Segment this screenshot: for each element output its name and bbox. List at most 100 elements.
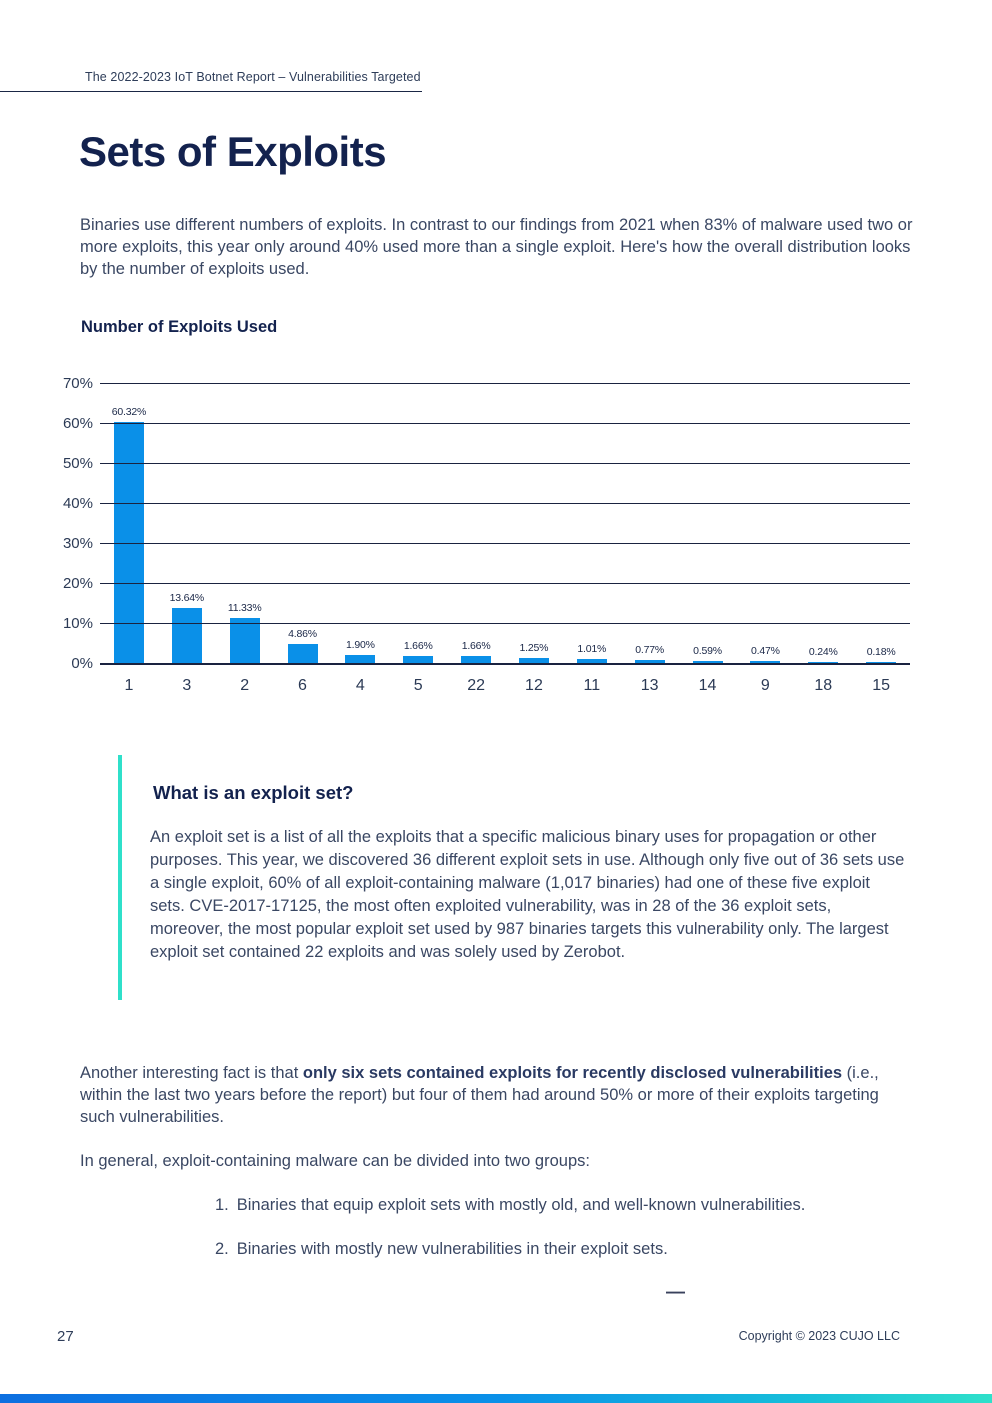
footer-gradient-bar (0, 1394, 992, 1403)
gridline (100, 383, 910, 384)
x-axis-label: 22 (467, 677, 485, 694)
y-axis-tick: 10% (62, 615, 93, 632)
callout-accent-line (118, 755, 122, 1000)
chart-y-axis: 70% 60% 50% 40% 30% 20% 10% 0% (55, 375, 93, 672)
bar-slot: 60.32% 1 (100, 383, 158, 694)
exploits-bar-chart: 70% 60% 50% 40% 30% 20% 10% 0% 60.32% 1 13.64% 3 11… (55, 371, 915, 701)
bar-value-label: 1.66% (403, 640, 433, 653)
breadcrumb: The 2022-2023 IoT Botnet Report – Vulner… (85, 70, 421, 84)
y-axis-tick: 50% (62, 455, 93, 472)
list-item: 1. Binaries that equip exploit sets with… (215, 1196, 895, 1215)
gridline (100, 663, 910, 665)
chart-plot: 60.32% 1 13.64% 3 11.33% 2 4.86% 6 1.90% 4 1.66% 5 1… (100, 383, 910, 694)
bar (171, 608, 202, 663)
bar-slot: 1.66% 22 (447, 383, 505, 694)
x-axis-label: 15 (872, 677, 890, 694)
page-title: Sets of Exploits (79, 128, 387, 175)
bar-value-label: 0.59% (693, 644, 722, 657)
bar (692, 660, 723, 663)
x-axis-label: 3 (182, 677, 192, 694)
gridline (100, 423, 910, 424)
bar-value-label: 0.77% (635, 643, 665, 656)
bar-value-label: 0.24% (808, 646, 838, 659)
x-axis-label: 11 (583, 677, 601, 694)
x-axis-label: 4 (355, 677, 365, 694)
y-axis-tick: 30% (62, 535, 93, 552)
paragraph-text: (i.e., within the last two years before … (80, 1064, 879, 1126)
bar-slot: 1.66% 5 (389, 383, 447, 694)
page-number: 27 (57, 1328, 74, 1345)
gridline (100, 463, 910, 464)
x-axis-label: 9 (760, 677, 770, 694)
x-axis-label: 18 (814, 677, 833, 694)
bar-value-label: 1.66% (461, 640, 491, 653)
y-axis-tick: 20% (62, 575, 93, 592)
header-rule (0, 91, 422, 92)
body-paragraph-2: In general, exploit-containing malware c… (80, 1152, 590, 1170)
bar (576, 658, 607, 663)
bar-value-label: 4.86% (288, 627, 317, 640)
list-item-text: Binaries that equip exploit sets with mo… (236, 1196, 806, 1214)
bar-slot: 0.77% 13 (621, 383, 679, 694)
bar-slot: 1.90% 4 (331, 383, 389, 694)
bar (403, 656, 434, 663)
paragraph-bold-text: only six sets contained exploits for rec… (302, 1064, 843, 1082)
y-axis-tick: 40% (62, 495, 93, 512)
bar-slot: 0.47% 9 (736, 383, 794, 694)
bar-slot: 1.25% 12 (505, 383, 563, 694)
bar (866, 662, 897, 663)
bar-slot: 4.86% 6 (274, 383, 332, 694)
bar (750, 661, 781, 663)
x-axis-label: 5 (413, 677, 423, 694)
gridline (100, 623, 910, 624)
bar-slot: 1.01% 11 (563, 383, 621, 694)
y-axis-tick: 70% (62, 375, 93, 392)
bar-slot: 0.24% 18 (794, 383, 852, 694)
chart-bars: 60.32% 1 13.64% 3 11.33% 2 4.86% 6 1.90% 4 1.66% 5 1… (100, 383, 910, 694)
bar-value-label: 0.18% (866, 646, 896, 659)
bar (287, 643, 318, 663)
list-item-text: Binaries with mostly new vulnerabilities… (236, 1240, 668, 1258)
bar (808, 662, 839, 663)
y-axis-tick: 0% (71, 655, 93, 672)
copyright-text: Copyright © 2023 CUJO LLC (738, 1329, 900, 1343)
body-paragraph-1: Another interesting fact is that only si… (80, 1062, 918, 1128)
bar (461, 656, 492, 663)
x-axis-label: 6 (298, 677, 307, 694)
x-axis-label: 13 (640, 677, 659, 694)
gridline (100, 583, 910, 584)
x-axis-label: 14 (698, 677, 717, 694)
bar-value-label: 0.47% (750, 645, 780, 658)
bar-value-label: 11.33% (227, 601, 262, 614)
bar (634, 659, 665, 663)
bar-slot: 13.64% 3 (158, 383, 216, 694)
list-item-number: 1. (215, 1196, 229, 1214)
bar (518, 658, 549, 663)
bar-value-label: 1.90% (345, 639, 375, 652)
x-axis-label: 2 (240, 677, 250, 694)
list-item: 2. Binaries with mostly new vulnerabilit… (215, 1240, 895, 1259)
section-divider-dash: — (666, 1282, 685, 1303)
bar (345, 655, 376, 663)
paragraph-text: Another interesting fact is that (80, 1064, 303, 1082)
intro-paragraph: Binaries use different numbers of exploi… (80, 216, 913, 278)
callout-body: An exploit set is a list of all the expl… (150, 828, 905, 961)
y-axis-tick: 60% (62, 415, 93, 432)
x-axis-label: 12 (525, 677, 543, 694)
gridline (100, 503, 910, 504)
bar-value-label: 1.25% (519, 642, 549, 654)
chart-title: Number of Exploits Used (81, 318, 278, 336)
bar-value-label: 60.32% (111, 405, 147, 418)
bar-slot: 11.33% 2 (216, 383, 274, 694)
callout-heading: What is an exploit set? (153, 782, 354, 803)
bar (229, 617, 260, 663)
bar (113, 421, 144, 663)
bar-value-label: 1.01% (577, 642, 607, 655)
list-item-number: 2. (215, 1240, 229, 1258)
x-axis-label: 1 (124, 677, 134, 694)
bar-slot: 0.18% 15 (852, 383, 910, 694)
bar-value-label: 13.64% (169, 592, 205, 605)
bar-slot: 0.59% 14 (679, 383, 737, 694)
gridline (100, 543, 910, 544)
